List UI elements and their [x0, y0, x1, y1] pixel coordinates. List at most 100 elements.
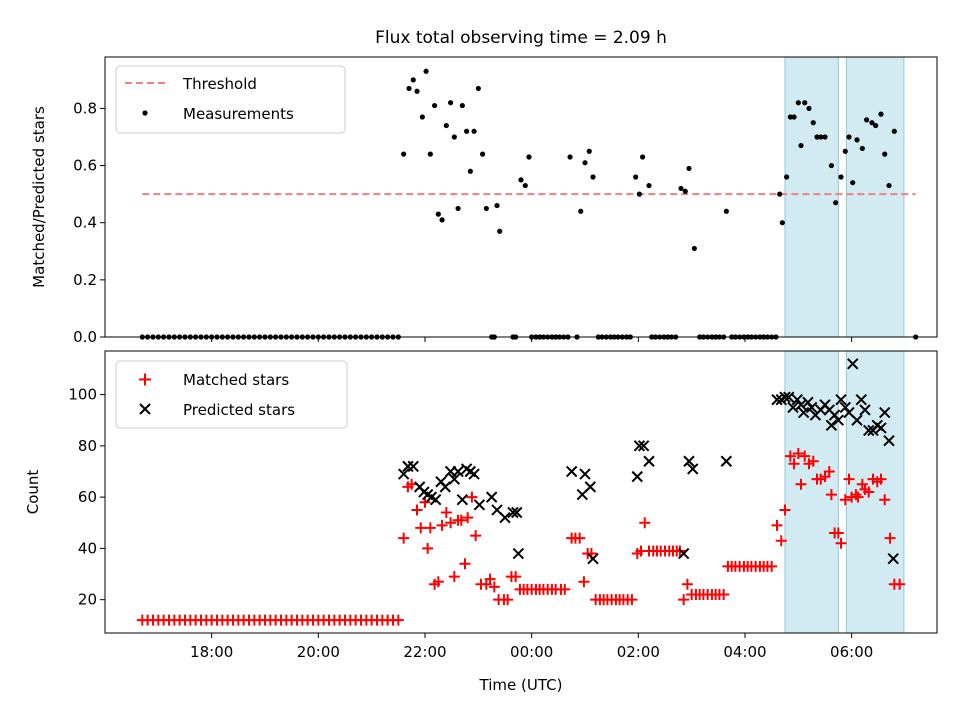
predicted-star-point: [473, 499, 486, 511]
predicted-star-point: [507, 506, 519, 519]
predicted-star-point: [677, 547, 690, 560]
measurement-point: [483, 205, 489, 212]
measurement-point: [640, 154, 646, 160]
matched-star-point: [398, 532, 410, 544]
panel-counts-frame: [104, 350, 938, 634]
measurement-point: [846, 134, 852, 140]
predicted-star-point: [835, 394, 847, 406]
matched-star-point: [835, 537, 847, 549]
predicted-star-point: [587, 552, 599, 565]
predicted-star-point: [512, 547, 525, 560]
measurement-point: [723, 208, 729, 214]
measurement-point: [455, 205, 461, 212]
y-tick-label: 80: [78, 437, 97, 455]
measurement-point: [842, 148, 848, 154]
measurement-point: [590, 174, 596, 180]
predicted-star-point: [683, 455, 695, 467]
predicted-star-point: [633, 440, 646, 452]
y-tick-label: 0.4: [73, 214, 97, 232]
measurement-point: [810, 120, 816, 126]
highlight-span: [784, 56, 839, 338]
predicted-star-point: [883, 435, 895, 447]
predicted-star-point: [468, 468, 480, 480]
matched-star-point: [779, 504, 791, 516]
measurement-point: [886, 182, 892, 189]
x-tick-label: 00:00: [510, 643, 553, 661]
predicted-star-point: [859, 404, 871, 416]
measurement-point: [686, 165, 692, 172]
measurement-point: [864, 117, 870, 123]
measurement-point: [451, 134, 457, 140]
x-axis-label: Time (UTC): [479, 676, 563, 694]
matched-star-point: [795, 478, 807, 490]
y-tick-label: 40: [78, 539, 97, 557]
predicted-star-point: [847, 358, 859, 370]
measurement-point: [636, 191, 643, 197]
measurement-point: [582, 160, 588, 166]
predicted-star-point: [795, 399, 807, 411]
y-tick-label: 0.2: [73, 271, 97, 289]
measurement-point: [814, 134, 820, 140]
legend-threshold-label: Threshold: [182, 75, 257, 93]
x-tick-label: 04:00: [723, 643, 766, 661]
legend-matched-label: Matched stars: [183, 371, 289, 389]
matched-star-point: [792, 448, 804, 460]
measurement-point: [432, 102, 438, 109]
measurement-point: [822, 134, 828, 140]
x-tick-label: 02:00: [617, 643, 660, 661]
measurement-point: [410, 77, 416, 83]
y-tick-label: 0.8: [73, 99, 97, 117]
panel-counts-legend: Matched stars Predicted stars: [115, 360, 348, 429]
matched-star-point: [502, 594, 514, 606]
predicted-star-point: [720, 455, 733, 467]
measurement-point: [439, 217, 445, 223]
matched-star-point: [462, 512, 474, 524]
predicted-star-point: [855, 394, 867, 406]
x-tick-label: 22:00: [403, 643, 446, 661]
matched-star-point: [639, 517, 651, 529]
matched-star-point: [448, 571, 460, 583]
measurement-point: [467, 168, 473, 174]
matched-star-point: [771, 519, 783, 531]
measurement-point: [818, 134, 824, 140]
matched-star-point: [799, 450, 811, 462]
predicted-star-point: [797, 406, 810, 419]
matched-star-point: [466, 491, 478, 503]
predicted-star-point: [429, 493, 442, 506]
matched-star-point: [823, 465, 835, 477]
matched-star-point: [578, 576, 590, 588]
legend-predicted-swatch: [139, 403, 151, 415]
y-tick-label: 20: [78, 591, 97, 609]
measurement-point: [475, 85, 481, 92]
matched-star-point: [459, 558, 471, 570]
measurement-point: [464, 128, 470, 134]
predicted-star-point: [851, 414, 863, 426]
measurement-point: [854, 137, 860, 143]
matched-star-point: [884, 532, 896, 544]
predicted-star-point: [407, 460, 419, 473]
predicted-star-point: [832, 414, 845, 426]
measurement-point: [682, 188, 688, 194]
measurement-point: [526, 154, 532, 160]
predicted-star-point: [643, 455, 655, 467]
matched-star-point: [432, 576, 444, 588]
measurement-point: [802, 100, 808, 106]
matched-star-point: [843, 473, 855, 485]
measurement-point: [646, 182, 652, 189]
chart-title: Flux total observing time = 2.09 h: [375, 28, 667, 48]
predicted-star-point: [511, 506, 523, 519]
matched-star-point: [832, 527, 844, 539]
measurement-point: [798, 142, 804, 149]
matched-star-point: [415, 522, 427, 534]
matched-star-point: [488, 581, 500, 593]
panel-ratio-ylabel: Matched/Predicted stars: [30, 106, 48, 288]
predicted-star-point: [637, 440, 650, 452]
predicted-star-point: [771, 394, 783, 406]
matched-star-point: [766, 560, 778, 572]
measurement-point: [795, 100, 801, 106]
measurement-point: [873, 122, 879, 129]
predicted-star-point: [805, 401, 818, 414]
predicted-star-point: [485, 491, 498, 503]
x-tick-label: 20:00: [297, 643, 340, 661]
matched-star-point: [510, 571, 522, 583]
